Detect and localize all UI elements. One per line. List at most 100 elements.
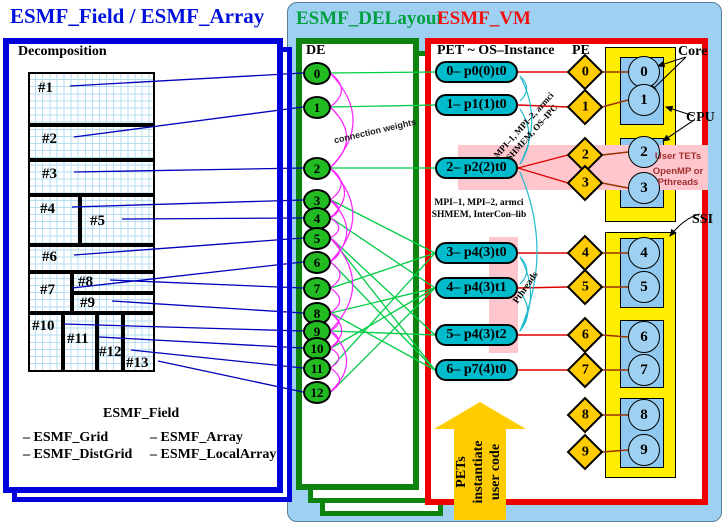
ssi-label: SSI — [692, 212, 714, 227]
region-6: #6 — [28, 245, 155, 272]
pet-arc-0-2 — [519, 75, 533, 165]
user-tets-line3: Pthreads — [657, 177, 699, 188]
decomposition-grid — [28, 72, 155, 372]
mpi-intercon-line1: MPI–1, MPI–2, armci — [434, 198, 524, 208]
region2-to-de1 — [73, 106, 304, 138]
core-pointer-1 — [656, 56, 687, 68]
region-13: #13 — [123, 313, 155, 372]
vm-title: ESMF_VM — [437, 8, 531, 29]
region-12: #12 — [97, 313, 123, 372]
de-12: 12 — [303, 381, 331, 404]
de4-to-pet4 — [330, 217, 436, 289]
region-label: #11 — [67, 331, 89, 347]
region-5: #5 — [80, 195, 155, 245]
region6-to-de5 — [73, 237, 304, 256]
pet-4: 4– p4(3)t1 — [435, 277, 518, 299]
de-arc-9-10 — [329, 330, 339, 349]
de-arc-5-6 — [329, 237, 341, 263]
de12-to-pet4 — [330, 287, 436, 393]
region3-to-de2 — [73, 167, 304, 173]
legend-item-localarray: – ESMF_LocalArray — [150, 447, 277, 462]
region-label: #4 — [40, 201, 55, 217]
de-2: 2 — [303, 157, 331, 180]
delayout-title: ESMF_DELayout — [296, 8, 443, 29]
pet1-to-pe1 — [517, 104, 569, 108]
pe-number: 7 — [581, 362, 589, 377]
core-6: 6 — [628, 321, 660, 353]
de-1: 1 — [303, 96, 331, 119]
de7-to-pet3 — [330, 252, 436, 289]
pet-2: 2– p2(2)t0 — [435, 157, 518, 179]
pe-number: 0 — [581, 64, 589, 79]
field-array-title: ESMF_Field / ESMF_Array — [10, 4, 265, 28]
pet2-to-pe3 — [517, 167, 569, 184]
region12-to-de11 — [130, 349, 304, 369]
de8-to-pet4 — [330, 287, 436, 314]
pets-instantiate-text: PETs instantiate user code — [453, 426, 507, 518]
de11-to-pet3 — [330, 252, 436, 369]
pe-number: 9 — [581, 444, 589, 459]
de-arc-6-7 — [329, 261, 341, 289]
de-arc-4-5 — [329, 217, 340, 239]
region9-to-de8 — [111, 300, 304, 314]
region-label: #6 — [42, 249, 57, 265]
core-3: 3 — [628, 172, 660, 204]
pet-1: 1– p1(1)t0 — [435, 94, 518, 116]
de-arc-11-12 — [329, 367, 341, 393]
ssi-pointer — [669, 213, 701, 237]
pe-number: 1 — [581, 99, 589, 114]
de-5: 5 — [303, 227, 331, 250]
user-tets-line2: OpenMP or — [652, 166, 704, 177]
de-arc-7-8 — [329, 287, 341, 314]
de8-to-pet6 — [330, 312, 436, 371]
arrow-text-line1: PETs — [454, 456, 469, 488]
region11-to-de10 — [98, 336, 304, 349]
pe3-to-core3 — [601, 182, 629, 189]
legend-item-array: – ESMF_Array — [150, 430, 243, 445]
de-arc-0-1 — [329, 72, 343, 108]
de1-to-pet1 — [330, 104, 436, 108]
mpi-intercon-label: MPI–1, MPI–2, armci SHMEM, InterCon–lib — [428, 197, 530, 221]
pet-arc-2-5 — [519, 171, 538, 332]
legend-item-grid: – ESMF_Grid — [23, 430, 109, 445]
core-0: 0 — [628, 56, 660, 88]
de10-to-pet4 — [330, 287, 436, 349]
de-arc-2-6 — [329, 167, 354, 263]
de5-to-pet6 — [330, 237, 436, 371]
user-tets-line1: User TETs — [654, 151, 702, 162]
pet-arc-0-1 — [519, 75, 528, 102]
pet4-to-pe5 — [517, 286, 569, 289]
core-label: Core — [678, 44, 708, 59]
region-label: #2 — [42, 131, 57, 147]
region13-to-de12 — [157, 360, 304, 393]
pe-number: 6 — [581, 327, 589, 342]
pe-number: 5 — [581, 279, 589, 294]
region1-to-de0 — [69, 72, 304, 87]
region-label: #13 — [126, 355, 149, 371]
cpu-pointer-1 — [664, 105, 695, 117]
pet-5: 5– p4(3)t2 — [435, 324, 518, 346]
cpu-pointer-2 — [662, 119, 695, 142]
region8-to-de7 — [109, 279, 304, 289]
pet-3: 3– p4(3)t0 — [435, 242, 518, 264]
region-4: #4 — [28, 195, 80, 245]
core-7: 7 — [628, 354, 660, 386]
de-0: 0 — [303, 62, 331, 85]
arrow-text-line3: user code — [488, 443, 503, 501]
de-arc-10-11 — [329, 347, 340, 369]
de-arc-5-9 — [329, 237, 354, 332]
core-8: 8 — [628, 399, 660, 431]
pet2-to-pe2 — [517, 154, 569, 169]
decomposition-heading: Decomposition — [18, 44, 107, 59]
region7-to-de6 — [71, 261, 304, 289]
de9-to-pet5 — [330, 330, 436, 336]
pe-number: 2 — [581, 147, 589, 162]
region-3: #3 — [28, 160, 155, 195]
pe6-to-core6 — [601, 334, 629, 338]
pet-column-header: PET ~ OS–Instance — [437, 43, 555, 58]
de0-to-pet0 — [330, 71, 436, 74]
region-label: #12 — [99, 344, 122, 360]
region-1: #1 — [28, 72, 155, 125]
region10-to-de9 — [63, 323, 304, 332]
